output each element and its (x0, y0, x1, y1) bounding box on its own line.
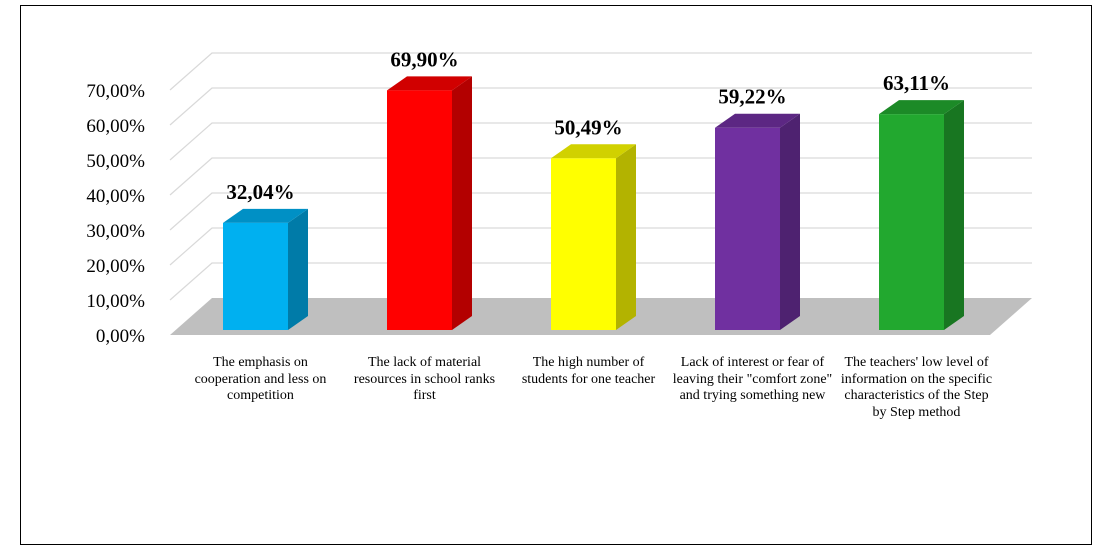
y-tick-label: 30,00% (86, 221, 145, 242)
y-tick-label: 0,00% (96, 326, 145, 347)
gridline (169, 52, 1032, 91)
x-category-label: The teachers' low level of information o… (840, 355, 993, 420)
bar-side (288, 208, 308, 330)
bar-2 (387, 76, 472, 330)
bar-top (879, 100, 964, 115)
data-label: 69,90% (390, 47, 458, 71)
x-category-label: Lack of interest or fear of leaving thei… (672, 355, 833, 403)
bar-5 (879, 100, 964, 331)
bar-front (879, 114, 944, 331)
bar-top (551, 144, 636, 159)
bar-top (715, 113, 800, 128)
x-category-label: The high number of students for one teac… (521, 355, 656, 387)
y-tick-label: 70,00% (86, 81, 145, 102)
data-label: 59,22% (718, 85, 786, 109)
bar-front (715, 127, 780, 330)
bar-side (780, 113, 800, 330)
bar-front (223, 222, 288, 330)
bar-3 (551, 144, 636, 330)
gridline (169, 87, 1032, 126)
data-label: 50,49% (554, 115, 622, 139)
y-tick-label: 40,00% (86, 186, 145, 207)
bar-front (551, 158, 616, 330)
data-label: 32,04% (226, 180, 294, 204)
y-tick-label: 20,00% (86, 256, 145, 277)
bar-top (387, 76, 472, 91)
x-category-label: The lack of material resources in school… (353, 355, 496, 403)
bar-side (452, 76, 472, 330)
x-category-label: The emphasis on cooperation and less on … (194, 355, 327, 403)
bar-top (223, 208, 308, 223)
bar-front (387, 90, 452, 330)
bar-4 (715, 113, 800, 330)
bar-side (616, 144, 636, 330)
bar-side (944, 100, 964, 331)
y-tick-label: 10,00% (86, 291, 145, 312)
y-tick-label: 60,00% (86, 116, 145, 137)
y-tick-label: 50,00% (86, 151, 145, 172)
bar-1 (223, 208, 308, 330)
data-label: 63,11% (883, 71, 950, 95)
